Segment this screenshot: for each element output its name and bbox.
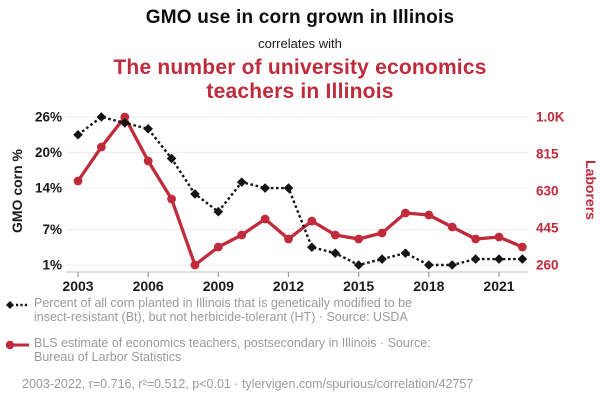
right-tick-label: 445 [536, 221, 559, 236]
right-tick-label: 815 [536, 147, 559, 162]
gmo-corn-data-point [119, 118, 130, 128]
gmo-corn-data-point [470, 254, 481, 264]
x-tick-label: 2003 [62, 278, 93, 294]
left-tick-label: 14% [35, 181, 62, 196]
left-tick-label: 7% [42, 222, 62, 237]
laborers-data-point [401, 208, 410, 218]
laborers-data-point [517, 242, 527, 252]
right-tick-label: 260 [536, 258, 559, 273]
chart-subtitle: The number of university economics teach… [113, 56, 487, 103]
correlates-with-label: correlates with [258, 36, 342, 51]
left-tick-label: 20% [35, 145, 62, 160]
right-tick-label: 630 [536, 184, 559, 199]
gmo-corn-series [73, 112, 528, 270]
legend-item-gmo-corn: Percent of all corn planted in Illinois … [5, 296, 590, 324]
gmo-corn-data-point [307, 242, 317, 253]
gmo-corn-data-point [353, 260, 364, 270]
x-tick-label: 2021 [483, 278, 514, 294]
laborers-data-point [190, 260, 200, 270]
laborers-data-point [213, 242, 223, 252]
laborers-data-point [143, 156, 153, 166]
right-axis-title: Laborers [583, 160, 599, 220]
solid-circle-series-marker-icon [5, 340, 29, 350]
x-tick-label: 2015 [343, 278, 374, 294]
laborers-data-point [377, 228, 387, 238]
left-axis-title: GMO corn % [9, 148, 25, 233]
laborers-data-point [471, 234, 481, 244]
right-tick-label: 1.0K [536, 110, 565, 125]
laborers-data-point [424, 210, 434, 220]
x-tick-label: 2012 [273, 278, 304, 294]
laborers-data-point [307, 216, 317, 226]
left-axis: 26% 20% 14% 7% 1% GMO corn % [9, 110, 62, 273]
gmo-corn-data-point [447, 260, 458, 270]
laborers-data-point [494, 232, 504, 242]
laborers-data-point [354, 234, 364, 244]
gmo-corn-data-point [377, 254, 387, 264]
x-tick-label: 2018 [413, 278, 444, 294]
gmo-corn-data-point [283, 183, 294, 193]
gmo-corn-data-point [260, 183, 270, 193]
gmo-corn-data-point [494, 254, 504, 264]
right-axis: 1.0K 815 630 445 260 Laborers [536, 110, 599, 273]
gmo-corn-data-point [424, 260, 434, 270]
laborers-data-point [73, 176, 83, 186]
chart-header: GMO use in corn grown in Illinois correl… [0, 0, 600, 103]
laborers-data-point [237, 230, 247, 240]
gmo-corn-data-point [166, 153, 177, 164]
correlation-plot: 2003 2006 2009 2012 2015 2018 2021 26% 20% 14% 7% 1… [9, 110, 599, 295]
laborers-data-point [447, 222, 457, 232]
laborers-data-point [260, 214, 270, 224]
laborers-data-point [330, 230, 340, 240]
gmo-corn-data-point [236, 177, 247, 187]
laborers-series [73, 112, 527, 270]
left-tick-label: 1% [42, 258, 62, 273]
laborers-data-point [96, 142, 106, 152]
gmo-corn-data-point [96, 112, 107, 122]
legend-text-laborers: BLS estimate of economics teachers, post… [34, 336, 431, 364]
dashed-diamond-series-marker-icon [6, 301, 29, 309]
legend-text-gmo-corn: Percent of all corn planted in Illinois … [34, 296, 412, 324]
laborers-data-point [167, 194, 176, 204]
stats-caption: 2003-2022, r=0.716, r²=0.512, p<0.01 · t… [22, 377, 474, 391]
left-tick-label: 26% [35, 110, 62, 125]
gmo-corn-data-point [517, 254, 528, 264]
gmo-corn-data-point [143, 124, 153, 134]
legend: Percent of all corn planted in Illinois … [5, 296, 590, 376]
gmo-corn-data-point [400, 248, 411, 258]
laborers-data-point [284, 234, 293, 244]
x-tick-label: 2009 [203, 278, 234, 294]
legend-item-laborers: BLS estimate of economics teachers, post… [5, 336, 590, 364]
chart-title: GMO use in corn grown in Illinois [145, 7, 455, 28]
gmo-corn-data-point [73, 129, 83, 140]
x-axis: 2003 2006 2009 2012 2015 2018 2021 [62, 271, 528, 294]
gmo-corn-data-point [190, 189, 200, 199]
laborers-data-point [120, 112, 130, 122]
x-tick-label: 2006 [133, 278, 164, 294]
gmo-corn-data-point [330, 248, 341, 258]
gmo-corn-data-point [213, 206, 224, 217]
